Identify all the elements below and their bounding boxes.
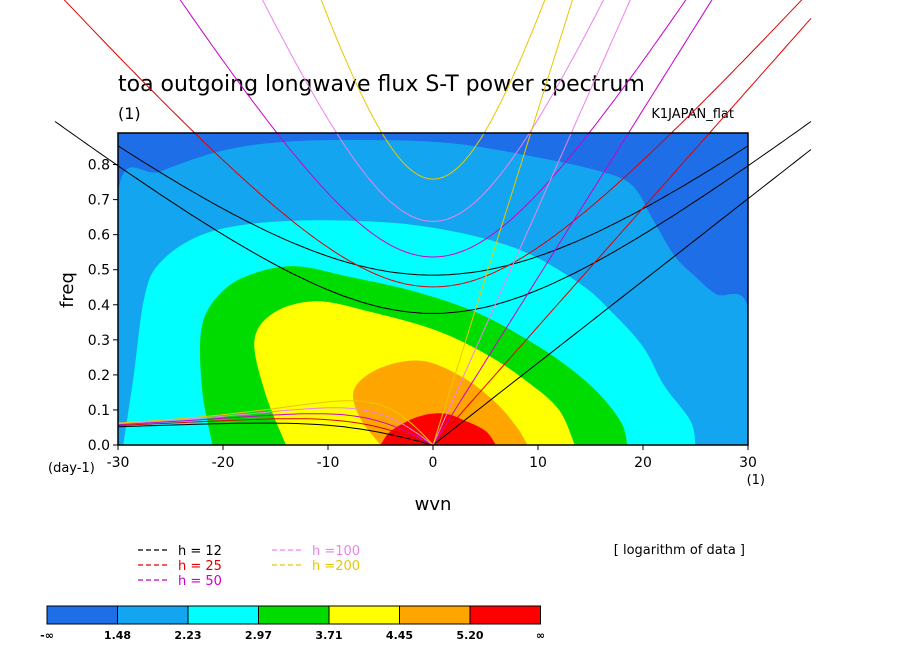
legend-label: h =100 xyxy=(312,544,360,559)
chart-subtitle-left: (1) xyxy=(118,104,141,123)
rossby-curve-1 xyxy=(118,418,434,445)
y-tick-label: 0.0 xyxy=(88,438,110,454)
colorbar-level-label: 2.23 xyxy=(174,629,201,642)
x-tick-label: 0 xyxy=(429,455,438,471)
y-tick-label: 0.1 xyxy=(88,403,110,419)
y-tick-label: 0.7 xyxy=(88,193,110,209)
y-axis-ticks: 0.0 0.1 0.2 0.3 0.4 0.5 0.6 0.7 0.8 xyxy=(88,158,118,454)
colorbar-level-label: 3.71 xyxy=(315,629,342,642)
x-axis-ticks: -30 -20 -10 0 10 20 30 xyxy=(107,445,757,471)
colorbar-level-label: 4.45 xyxy=(386,629,413,642)
y-tick-label: 0.6 xyxy=(88,228,110,244)
kelvin-curve-4 xyxy=(432,0,573,446)
x-unit-label: (1) xyxy=(747,473,765,488)
y-tick-label: 0.5 xyxy=(88,263,110,279)
x-tick-label: 20 xyxy=(634,455,652,471)
y-tick-label: 0.8 xyxy=(88,158,110,174)
ig-curve-n2-0 xyxy=(118,145,748,276)
ig-curve-n1-2 xyxy=(179,0,687,258)
rossby-curve-4 xyxy=(118,400,434,445)
ig-curve-n1-0 xyxy=(54,121,812,314)
y-tick-label: 0.4 xyxy=(88,298,110,314)
chart-subtitle-right: K1JAPAN_flat xyxy=(651,107,734,122)
x-axis-label: wvn xyxy=(415,494,452,515)
legend-label: h = 50 xyxy=(178,574,222,589)
contour-region-5 xyxy=(353,360,528,445)
dispersion-curves xyxy=(118,145,748,445)
colorbar-swatch xyxy=(46,605,118,625)
colorbar-swatch xyxy=(399,605,471,625)
y-tick-label: 0.3 xyxy=(88,333,110,349)
colorbar-level-label: 1.48 xyxy=(104,629,131,642)
colorbar-swatch xyxy=(187,605,259,625)
y-axis-label: freq xyxy=(57,272,78,308)
colorbar-swatch xyxy=(258,605,330,625)
chart-title: toa outgoing longwave flux S-T power spe… xyxy=(118,72,645,97)
colorbar-note: [ logarithm of data ] xyxy=(614,543,745,558)
colorbar-level-label: 5.20 xyxy=(456,629,483,642)
contour-regions xyxy=(118,133,748,445)
colorbar-swatch xyxy=(117,605,189,625)
x-tick-label: 10 xyxy=(529,455,547,471)
ig-curve-n1-4 xyxy=(320,0,546,180)
colorbar-swatch xyxy=(469,605,541,625)
rossby-curve-3 xyxy=(118,407,434,445)
ig-curve-n1-1 xyxy=(63,0,803,288)
legend-label: h = 25 xyxy=(178,559,222,574)
colorbar-swatch xyxy=(328,605,400,625)
y-unit-label: (day-1) xyxy=(48,461,95,476)
colorbar-level-label: ∞ xyxy=(536,629,545,642)
ig-curve-n1-3 xyxy=(261,0,605,222)
kelvin-curve-1 xyxy=(432,18,812,446)
y-tick-label: 0.2 xyxy=(88,368,110,384)
legend-label: h =200 xyxy=(312,559,360,574)
x-tick-label: -10 xyxy=(317,455,340,471)
x-tick-label: -30 xyxy=(107,455,130,471)
kelvin-curve-2 xyxy=(432,0,713,446)
kelvin-curve-3 xyxy=(432,0,631,446)
rossby-curve-2 xyxy=(118,413,434,445)
colorbar: -∞ 1.48 2.23 2.97 3.71 4.45 5.20 ∞ xyxy=(40,605,545,642)
rossby-curve-0 xyxy=(118,422,434,445)
legend-label: h = 12 xyxy=(178,544,222,559)
colorbar-level-label: 2.97 xyxy=(245,629,272,642)
colorbar-level-label: -∞ xyxy=(40,629,54,642)
x-tick-label: -20 xyxy=(212,455,235,471)
x-tick-label: 30 xyxy=(739,455,757,471)
